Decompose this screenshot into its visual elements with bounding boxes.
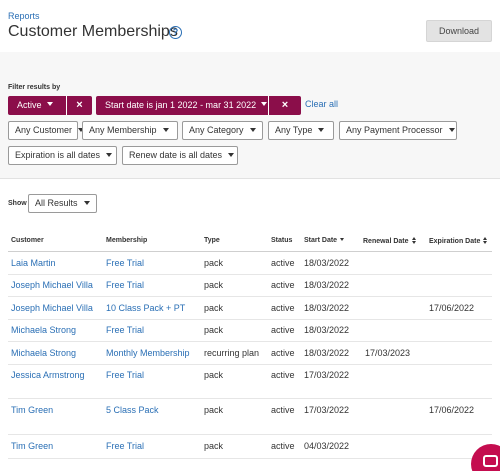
start-date-cell: 17/03/2022: [304, 405, 350, 415]
status-cell: active: [271, 405, 295, 415]
start-date-cell: 18/03/2022: [304, 258, 350, 268]
start-date-cell: 04/03/2022: [304, 441, 350, 451]
filters-panel: Filter results by Active × Start date is…: [0, 52, 500, 179]
start-date-cell: 18/03/2022: [304, 303, 350, 313]
customer-link[interactable]: Tim Green: [11, 405, 54, 415]
column-header-type: Type: [204, 237, 220, 244]
show-label: Show: [8, 200, 27, 207]
type-cell: pack: [204, 258, 224, 268]
start-date-cell: 18/03/2022: [304, 325, 350, 335]
caret-down-icon: [261, 102, 268, 106]
column-header-expiration-date[interactable]: Expiration Date: [429, 237, 488, 245]
type-cell: pack: [204, 370, 224, 380]
sort-icon: [411, 237, 417, 244]
membership-link[interactable]: Free Trial: [106, 441, 145, 451]
status-cell: active: [271, 348, 295, 358]
table-row: Joseph Michael Villa Free Trial pack act…: [8, 275, 492, 297]
column-header-membership: Membership: [106, 237, 148, 244]
type-cell: pack: [204, 405, 224, 415]
status-cell: active: [271, 441, 295, 451]
membership-link[interactable]: 5 Class Pack: [106, 405, 159, 415]
payment-processor-filter-dropdown[interactable]: Any Payment Processor: [339, 121, 457, 140]
status-cell: active: [271, 325, 295, 335]
status-cell: active: [271, 280, 295, 290]
breadcrumb-reports[interactable]: Reports: [8, 11, 40, 21]
status-cell: active: [271, 370, 295, 380]
start-date-cell: 18/03/2022: [304, 280, 350, 290]
column-header-customer: Customer: [11, 237, 44, 244]
table-row: Laia Martin Free Trial pack active 18/03…: [8, 252, 492, 275]
start-date-cell: 18/03/2022: [304, 348, 350, 358]
expiration-filter-dropdown[interactable]: Expiration is all dates: [8, 146, 117, 165]
caret-down-icon: [448, 128, 455, 132]
filter-chip-status: Active ×: [8, 96, 92, 115]
table-row: Michaela Strong Monthly Membership recur…: [8, 342, 492, 365]
remove-filter-start-date-button[interactable]: ×: [281, 99, 289, 111]
membership-link[interactable]: Monthly Membership: [106, 348, 190, 358]
type-cell: pack: [204, 441, 224, 451]
caret-down-icon: [46, 102, 53, 106]
caret-down-icon: [78, 128, 85, 132]
customer-link[interactable]: Jessica Armstrong: [11, 370, 85, 380]
status-cell: active: [271, 303, 295, 313]
caret-down-icon: [249, 128, 256, 132]
filter-label: Filter results by: [8, 84, 61, 91]
type-cell: recurring plan: [204, 348, 260, 358]
customer-link[interactable]: Joseph Michael Villa: [11, 280, 93, 290]
sort-desc-icon: [340, 238, 345, 241]
table-row: Jessica Armstrong Free Trial pack active…: [8, 365, 492, 399]
show-results-dropdown[interactable]: All Results: [28, 194, 97, 213]
question-circle-icon[interactable]: ?: [169, 26, 182, 39]
renewal-date-cell: 17/03/2023: [365, 348, 411, 358]
caret-down-icon: [106, 153, 113, 157]
category-filter-dropdown[interactable]: Any Category: [182, 121, 263, 140]
customer-link[interactable]: Tim Green: [11, 441, 54, 451]
table-row: Tim Green Free Trial pack active 04/03/2…: [8, 435, 492, 459]
caret-down-icon: [162, 128, 169, 132]
membership-link[interactable]: Free Trial: [106, 370, 145, 380]
customer-link[interactable]: Joseph Michael Villa: [11, 303, 93, 313]
table-row: Michaela Strong Free Trial pack active 1…: [8, 320, 492, 342]
caret-down-icon: [83, 201, 90, 205]
table-header-divider: [8, 251, 492, 252]
start-date-cell: 17/03/2022: [304, 370, 350, 380]
expiration-date-cell: 17/06/2022: [429, 405, 475, 415]
type-cell: pack: [204, 280, 224, 290]
customer-link[interactable]: Laia Martin: [11, 258, 56, 268]
page-title: Customer Memberships: [8, 23, 178, 40]
caret-down-icon: [228, 153, 235, 157]
membership-filter-dropdown[interactable]: Any Membership: [82, 121, 178, 140]
customer-link[interactable]: Michaela Strong: [11, 325, 77, 335]
filter-chip-status-dropdown[interactable]: Active: [8, 96, 53, 115]
column-header-start-date[interactable]: Start Date: [304, 237, 345, 244]
type-cell: pack: [204, 325, 224, 335]
membership-link[interactable]: Free Trial: [106, 258, 145, 268]
caret-down-icon: [318, 128, 325, 132]
column-header-renewal-date[interactable]: Renewal Date: [363, 237, 417, 245]
expiration-date-cell: 17/06/2022: [429, 303, 475, 313]
membership-link[interactable]: Free Trial: [106, 325, 145, 335]
renew-date-filter-dropdown[interactable]: Renew date is all dates: [122, 146, 238, 165]
filter-chip-start-date-dropdown[interactable]: Start date is jan 1 2022 - mar 31 2022: [96, 96, 268, 115]
download-button[interactable]: Download: [426, 20, 492, 42]
customer-link[interactable]: Michaela Strong: [11, 348, 77, 358]
chat-bubble-icon: [483, 455, 498, 467]
membership-link[interactable]: Free Trial: [106, 280, 145, 290]
sort-icon: [483, 237, 488, 244]
table-row: Joseph Michael Villa 10 Class Pack + PT …: [8, 297, 492, 320]
membership-link[interactable]: 10 Class Pack + PT: [106, 303, 186, 313]
type-filter-dropdown[interactable]: Any Type: [268, 121, 334, 140]
clear-all-link[interactable]: Clear all: [305, 99, 339, 109]
status-cell: active: [271, 258, 295, 268]
customer-filter-dropdown[interactable]: Any Customer: [8, 121, 85, 140]
page-header: Reports Customer Memberships ? Download: [0, 0, 500, 52]
filter-chip-start-date: Start date is jan 1 2022 - mar 31 2022 ×: [96, 96, 301, 115]
type-cell: pack: [204, 303, 224, 313]
table-row: Tim Green 5 Class Pack pack active 17/03…: [8, 399, 492, 435]
remove-filter-status-button[interactable]: ×: [76, 99, 83, 111]
column-header-status: Status: [271, 237, 293, 244]
